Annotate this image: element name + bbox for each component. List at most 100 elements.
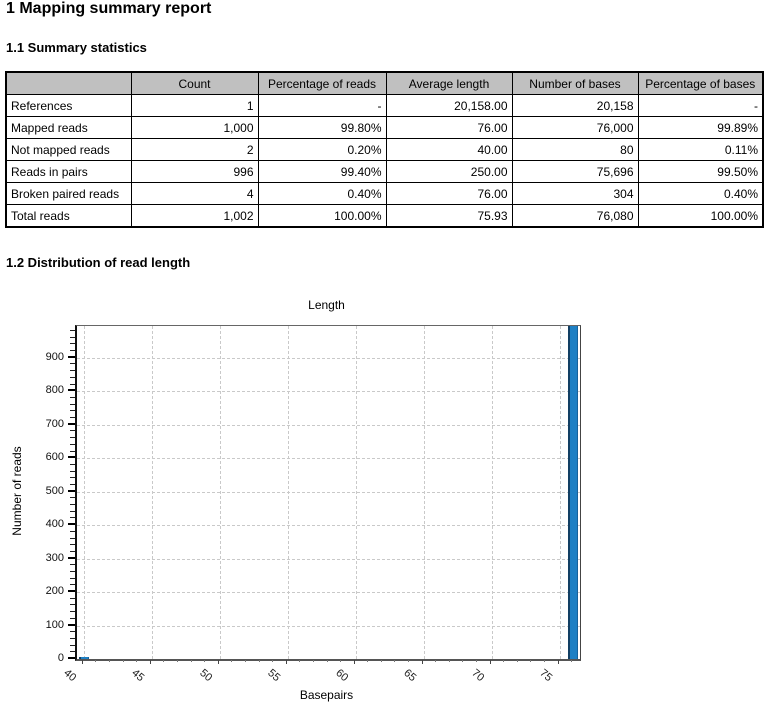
y-axis-minor-tick <box>70 470 75 472</box>
y-axis-minor-tick <box>70 330 75 332</box>
x-tick-label: 40 <box>61 667 79 685</box>
x-axis-minor-tick <box>367 660 369 662</box>
y-tick-label: 900 <box>45 350 64 363</box>
x-axis-minor-tick <box>163 660 165 662</box>
row-label-cell: Reads in pairs <box>5 160 132 183</box>
table-value-cell: 0.40% <box>637 182 764 205</box>
table-value-cell: 99.50% <box>637 160 764 183</box>
y-axis-minor-tick <box>70 597 75 599</box>
table-value-cell: 0.11% <box>637 138 764 161</box>
x-axis-tick <box>217 660 219 664</box>
table-value-cell: 100.00% <box>637 204 764 228</box>
y-axis-tick <box>68 355 75 358</box>
y-axis-minor-tick <box>70 483 75 485</box>
plot-area <box>75 325 581 661</box>
table-value-cell: 76.00 <box>385 182 513 205</box>
x-axis-tick <box>81 660 83 664</box>
histogram-bar <box>568 326 579 659</box>
x-axis-tick <box>285 660 287 664</box>
x-axis-minor-tick <box>530 660 532 662</box>
column-header: Count <box>130 71 259 95</box>
table-value-cell: 1,000 <box>130 116 259 139</box>
y-axis-minor-tick <box>70 437 75 439</box>
y-axis-minor-tick <box>70 644 75 646</box>
y-axis-minor-tick <box>70 564 75 566</box>
y-axis-tick <box>68 422 75 425</box>
x-tick-label: 55 <box>264 667 283 685</box>
x-axis-minor-tick <box>272 660 274 662</box>
y-axis-minor-tick <box>70 443 75 445</box>
table-value-cell: 80 <box>511 138 639 161</box>
row-label-cell: Mapped reads <box>5 116 132 139</box>
y-gridline <box>77 391 580 393</box>
table-row: Broken paired reads 4 0.40% 76.00 304 0.40% <box>5 182 764 205</box>
chart-title: Length <box>308 298 345 312</box>
x-tick-label: 70 <box>468 667 487 685</box>
y-axis-tick <box>68 556 75 559</box>
column-header: Average length <box>385 71 513 95</box>
table-value-cell: 4 <box>130 182 259 205</box>
table-value-cell: 99.40% <box>257 160 387 183</box>
y-axis-minor-tick <box>70 530 75 532</box>
y-axis-minor-tick <box>70 504 75 506</box>
x-axis-tick <box>149 660 151 664</box>
y-axis-minor-tick <box>70 544 75 546</box>
x-axis-minor-tick <box>571 660 573 662</box>
y-axis-tick <box>68 389 75 392</box>
y-tick-label: 600 <box>45 451 64 464</box>
x-axis-minor-tick <box>340 660 342 662</box>
table-value-cell: 1 <box>130 94 259 117</box>
y-axis-minor-tick <box>70 611 75 613</box>
column-header: Percentage of reads <box>257 71 387 95</box>
y-gridline <box>77 458 580 460</box>
table-value-cell: 2 <box>130 138 259 161</box>
y-axis-tick <box>68 623 75 626</box>
table-value-cell: 100.00% <box>257 204 387 228</box>
y-gridline <box>77 558 580 560</box>
x-axis-minor-tick <box>231 660 233 662</box>
x-axis-minor-tick <box>258 660 260 662</box>
table-value-cell: 0.20% <box>257 138 387 161</box>
table-row: References 1-20,158.00 20,158- <box>5 94 764 117</box>
column-header: Percentage of bases <box>637 71 764 95</box>
y-axis-minor-tick <box>70 430 75 432</box>
y-axis-minor-tick <box>70 651 75 653</box>
table-value-cell: 76.00 <box>385 116 513 139</box>
x-axis-minor-tick <box>122 660 124 662</box>
y-axis-minor-tick <box>70 510 75 512</box>
y-axis-minor-tick <box>70 631 75 633</box>
x-axis-minor-tick <box>299 660 301 662</box>
y-axis-tick <box>68 456 75 459</box>
y-axis-minor-tick <box>70 417 75 419</box>
table-row: Total reads 1,002 100.00% 75.93 76,080 100.00… <box>5 204 764 228</box>
column-header: Number of bases <box>511 71 639 95</box>
y-axis-minor-tick <box>70 336 75 338</box>
y-axis-minor-tick <box>70 410 75 412</box>
x-axis-tick <box>421 660 423 664</box>
x-axis-minor-tick <box>476 660 478 662</box>
table-value-cell: - <box>637 94 764 117</box>
x-axis-label: Basepairs <box>299 688 354 702</box>
y-tick-label: 400 <box>45 518 64 531</box>
x-axis-minor-tick <box>136 660 138 662</box>
table-value-cell: 76,080 <box>511 204 639 228</box>
y-axis-minor-tick <box>70 577 75 579</box>
y-tick-label: 800 <box>45 384 64 397</box>
y-axis-minor-tick <box>70 383 75 385</box>
y-gridline <box>77 592 580 594</box>
y-axis-minor-tick <box>70 517 75 519</box>
x-axis-minor-tick <box>448 660 450 662</box>
table-value-cell: 996 <box>130 160 259 183</box>
y-tick-label: 500 <box>45 484 64 497</box>
y-axis-tick <box>68 489 75 492</box>
y-axis-minor-tick <box>70 350 75 352</box>
x-axis-tick <box>557 660 559 664</box>
y-axis-minor-tick <box>70 477 75 479</box>
x-axis-minor-tick <box>394 660 396 662</box>
y-axis-minor-tick <box>70 403 75 405</box>
y-axis-minor-tick <box>70 584 75 586</box>
report-title: 1 Mapping summary report <box>6 0 212 17</box>
y-axis-minor-tick <box>70 370 75 372</box>
table-value-cell: 75,696 <box>511 160 639 183</box>
